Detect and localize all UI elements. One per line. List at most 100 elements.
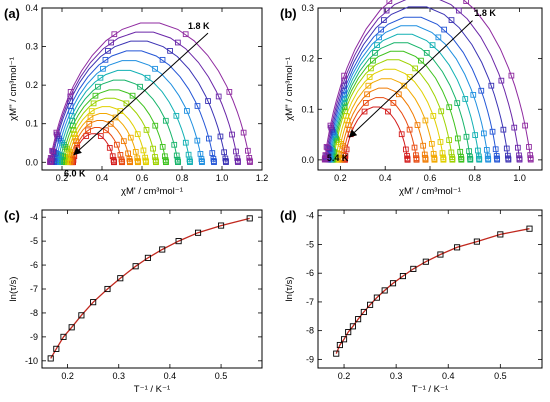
data-point <box>97 133 104 139</box>
data-point <box>105 48 111 54</box>
data-point <box>488 82 495 89</box>
data-point <box>372 50 378 56</box>
data-point <box>246 215 253 222</box>
data-point <box>360 308 367 316</box>
data-point <box>53 345 60 352</box>
data-point <box>390 100 397 106</box>
data-point <box>97 74 104 81</box>
x-axis-title: T⁻¹ / K⁻¹ <box>134 384 170 395</box>
data-point <box>197 151 204 157</box>
data-point <box>217 133 224 140</box>
y-tick-label: -4 <box>306 211 314 221</box>
data-point <box>411 144 418 151</box>
data-point <box>430 113 437 119</box>
data-point <box>431 154 438 161</box>
data-point <box>113 141 120 148</box>
data-point <box>234 155 241 162</box>
data-point <box>152 154 158 160</box>
data-point <box>440 154 446 161</box>
data-point <box>498 77 505 84</box>
data-point <box>378 26 384 33</box>
fit-curve <box>324 0 532 160</box>
data-point <box>205 98 211 104</box>
data-point <box>472 132 479 138</box>
x-tick-label: 1.2 <box>256 173 269 183</box>
data-point <box>129 92 136 99</box>
data-point <box>90 100 97 107</box>
data-point <box>403 146 409 153</box>
data-point <box>127 134 134 141</box>
data-point <box>210 155 217 162</box>
data-point <box>88 108 95 114</box>
data-point <box>175 238 182 245</box>
data-point <box>410 265 417 272</box>
data-point <box>159 246 166 253</box>
data-point <box>404 153 410 159</box>
y-tick-label: 0.1 <box>25 119 38 129</box>
data-point <box>414 122 421 128</box>
data-point <box>152 157 159 164</box>
data-point <box>463 133 470 140</box>
data-point <box>162 117 169 124</box>
data-point <box>221 149 227 156</box>
data-point <box>370 57 376 64</box>
data-point <box>367 301 374 308</box>
data-point <box>374 42 380 48</box>
data-point <box>401 82 408 89</box>
data-point <box>504 152 511 159</box>
data-point <box>341 91 348 98</box>
data-point <box>245 147 251 154</box>
data-point <box>184 108 190 114</box>
data-point <box>467 153 473 160</box>
data-point <box>454 135 461 142</box>
data-point <box>67 89 74 95</box>
data-point <box>466 148 472 154</box>
plot-frame <box>317 209 543 369</box>
data-point <box>173 152 180 159</box>
data-point <box>508 72 515 79</box>
data-point <box>111 31 118 38</box>
data-point <box>144 74 151 81</box>
data-point <box>438 108 445 115</box>
data-point <box>194 229 202 236</box>
x-axis-title: χM' / cm³mol⁻¹ <box>399 186 461 197</box>
data-point <box>102 56 109 63</box>
data-point <box>527 155 534 161</box>
x-tick-label: 1.0 <box>216 173 229 183</box>
data-point <box>134 155 141 162</box>
y-tick-label: -9 <box>30 332 38 342</box>
data-point <box>194 137 201 144</box>
data-point <box>60 333 67 340</box>
temperature-label: 5.4 K <box>327 153 349 163</box>
fit-curve <box>72 133 115 163</box>
data-point <box>132 263 139 270</box>
data-point <box>386 0 393 4</box>
x-tick-label: 0.4 <box>442 371 455 381</box>
x-tick-label: 0.6 <box>136 173 149 183</box>
data-point <box>143 127 150 133</box>
data-point <box>85 127 91 134</box>
y-tick-label: -5 <box>306 239 314 249</box>
data-point <box>182 139 189 146</box>
data-point <box>455 7 462 14</box>
x-tick-label: 0.5 <box>215 371 228 381</box>
data-point <box>152 122 159 129</box>
data-point <box>526 225 533 232</box>
data-point <box>229 131 235 138</box>
data-point <box>493 153 500 159</box>
data-point <box>103 127 109 134</box>
data-point <box>345 329 352 336</box>
data-point <box>126 155 133 162</box>
data-point <box>381 17 387 23</box>
data-point <box>503 145 510 152</box>
data-point <box>50 148 56 155</box>
y-tick-label: -5 <box>30 236 38 246</box>
x-axis-title: χM' / cm³mol⁻¹ <box>121 186 183 197</box>
data-point <box>492 146 499 153</box>
data-point <box>423 50 430 56</box>
data-point <box>526 144 532 150</box>
y-axis-title: ln(τ/s) <box>284 277 295 302</box>
data-point <box>87 114 94 121</box>
data-point <box>132 149 139 155</box>
